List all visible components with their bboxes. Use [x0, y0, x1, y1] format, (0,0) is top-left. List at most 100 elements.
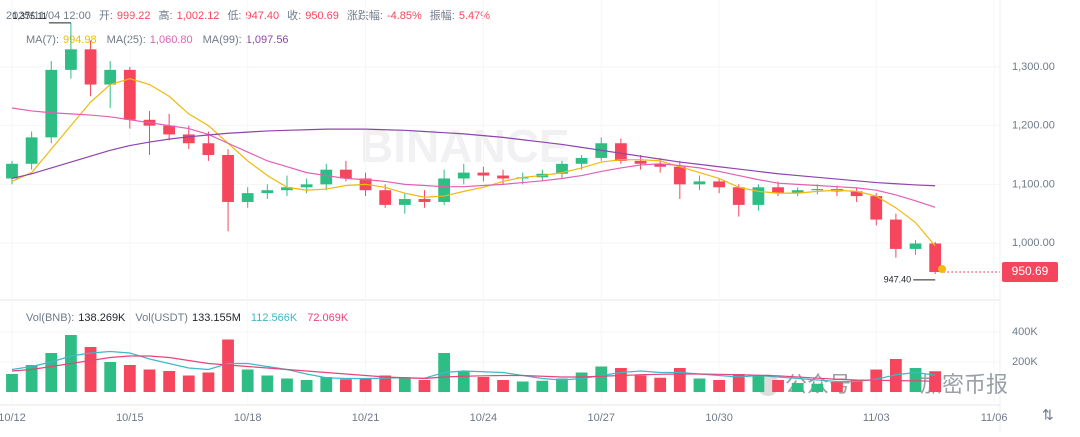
header-label: 振幅: — [430, 8, 455, 22]
volume-bar — [516, 381, 529, 392]
x-tick-label: 10/21 — [352, 412, 380, 424]
volume-bar — [261, 375, 274, 392]
candle-body — [575, 157, 588, 164]
x-tick-label: 10/12 — [0, 412, 26, 424]
candle-body — [300, 184, 313, 188]
x-tick-label: 11/03 — [863, 412, 890, 424]
volume-bar — [556, 378, 568, 392]
volume-ma-line — [11, 350, 936, 383]
header-value: 947.40 — [246, 10, 280, 22]
x-tick-label: 10/27 — [587, 412, 615, 424]
y-tick-label: 1,000.00 — [1012, 237, 1055, 249]
candle-body — [104, 69, 117, 85]
volume-bar — [909, 368, 922, 392]
scale-icon[interactable]: ⇅ — [1042, 407, 1054, 423]
candle-body — [6, 163, 18, 179]
ma-line — [11, 107, 936, 208]
volume-bar — [45, 353, 58, 392]
volume-bar — [772, 380, 784, 392]
candle-body — [634, 160, 647, 164]
candle-body — [732, 187, 745, 205]
volume-bar — [84, 347, 97, 392]
ma-legend-value: 1,060.80 — [150, 34, 193, 46]
candle-body — [890, 219, 902, 249]
volume-bar — [281, 378, 293, 392]
candle-body — [791, 190, 804, 194]
candle-body — [457, 172, 470, 179]
header-time: 2025/11/04 12:00 — [6, 10, 91, 22]
vol-legend-name: Vol(BNB): — [26, 312, 74, 324]
candle-body — [202, 143, 215, 155]
candle-body — [65, 49, 77, 70]
volume-bar — [477, 377, 490, 392]
candle-body — [909, 243, 922, 249]
candle-body — [418, 199, 431, 202]
candle-body — [340, 169, 352, 179]
y-tick-label: 1,100.00 — [1012, 178, 1055, 190]
header-label: 低: — [227, 9, 241, 22]
volume-bar — [182, 375, 195, 392]
candle-body — [281, 187, 293, 191]
y-tick-label: 200K — [1012, 356, 1038, 368]
volume-bar — [752, 375, 765, 392]
candle-body — [182, 134, 195, 144]
volume-bar — [536, 380, 549, 392]
candle-body — [850, 191, 863, 197]
ma-legend-name: MA(99): — [203, 34, 242, 46]
vol-legend-value: 138.269K — [78, 312, 126, 324]
candle-body — [556, 163, 568, 174]
volume-bar — [615, 368, 627, 392]
candle-body — [222, 154, 234, 202]
candle-body — [673, 166, 686, 185]
candle-body — [772, 187, 784, 194]
last-price-tag — [1002, 262, 1058, 283]
annotation-label: 1,375.11 — [13, 11, 47, 21]
ma-legend-name: MA(7): — [26, 34, 59, 46]
candle-body — [615, 143, 627, 161]
volume-bar — [359, 378, 372, 392]
y-tick-label: 400K — [1012, 326, 1038, 338]
volume-bar — [850, 380, 863, 392]
x-tick-label: 11/06 — [981, 412, 1008, 424]
x-tick-label: 10/18 — [234, 412, 262, 424]
header-value: 950.69 — [305, 10, 339, 22]
volume-bar — [831, 382, 843, 392]
candle-body — [713, 181, 726, 188]
header-label: 涨跌幅: — [347, 8, 383, 22]
candle-body — [241, 193, 254, 202]
volume-bar — [457, 371, 470, 392]
candle-body — [25, 137, 38, 164]
volume-bar — [673, 368, 686, 392]
candle-body — [870, 196, 883, 220]
candle-body — [261, 190, 274, 194]
header-value: 999.22 — [117, 10, 151, 22]
volume-bar — [104, 362, 117, 392]
volume-bar — [693, 378, 706, 392]
volume-bar — [202, 372, 215, 392]
vol-ma-value: 112.566K — [251, 312, 298, 324]
ma-line — [11, 128, 936, 187]
watermark-brand: BINANCE — [360, 120, 570, 172]
header-value: -4.85% — [387, 10, 422, 22]
candle-body — [752, 187, 765, 205]
header-value: 1,002.12 — [177, 10, 220, 22]
header-label: 高: — [159, 8, 173, 22]
header-label: 开: — [99, 10, 113, 22]
volume-bar — [811, 383, 824, 392]
ma-legend-value: 994.98 — [63, 34, 97, 46]
candle-body — [477, 172, 490, 176]
volume-bar — [300, 380, 313, 392]
x-tick-label: 10/24 — [470, 412, 498, 424]
volume-bar — [6, 374, 18, 392]
volume-bar — [654, 377, 667, 392]
ma-legend-name: MA(25): — [107, 34, 146, 46]
volume-ma-line — [11, 355, 936, 382]
candle-body — [693, 181, 706, 185]
ma-legend-value: 1,097.56 — [246, 34, 289, 46]
volume-bar — [25, 365, 38, 392]
volume-bar — [634, 375, 647, 392]
volume-bar — [732, 374, 745, 392]
vol-legend-value: 133.155M — [192, 312, 241, 324]
